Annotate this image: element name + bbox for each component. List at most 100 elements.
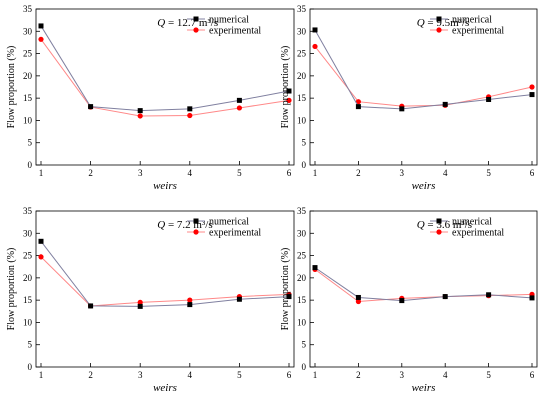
legend-marker-numerical [436, 16, 442, 22]
x-tick-label: 6 [287, 168, 292, 178]
data-point-experimental [355, 99, 361, 105]
y-tick-label: 35 [23, 4, 33, 14]
flow-rate-label: Q = 9.5m³/s [417, 17, 470, 29]
x-tick-label: 6 [530, 370, 535, 380]
x-tick-label: 2 [88, 168, 93, 178]
plot-frame [309, 210, 538, 368]
y-tick-label: 30 [297, 228, 307, 238]
y-tick-label: 30 [23, 26, 33, 36]
y-tick-label: 25 [23, 251, 33, 261]
y-tick-label: 35 [297, 4, 307, 14]
data-point-numerical [187, 302, 193, 308]
x-tick-label: 1 [39, 168, 44, 178]
x-tick-label: 4 [188, 168, 193, 178]
data-point-experimental [187, 297, 193, 303]
data-point-experimental [38, 36, 44, 42]
y-tick-label: 10 [297, 317, 307, 327]
plot-frame [309, 8, 538, 166]
y-tick-label: 0 [28, 362, 33, 372]
x-tick-label: 3 [138, 370, 143, 380]
y-axis-label: Flow proportion (%) [6, 46, 17, 129]
data-point-numerical [236, 296, 242, 302]
x-tick-label: 4 [443, 168, 448, 178]
y-tick-label: 25 [297, 251, 307, 261]
series-line-numerical [314, 267, 533, 302]
data-point-numerical [312, 27, 318, 33]
x-tick-label: 2 [356, 168, 361, 178]
plot-frame [35, 8, 295, 166]
x-axis-label: weirs [153, 180, 177, 192]
data-point-experimental [312, 43, 318, 50]
data-point-numerical [312, 265, 318, 271]
y-tick-label: 20 [297, 273, 307, 283]
data-point-experimental [286, 97, 292, 103]
y-tick-label: 5 [28, 340, 33, 350]
x-tick-label: 1 [39, 370, 44, 380]
x-tick-label: 3 [138, 168, 143, 178]
data-point-experimental [38, 254, 44, 260]
y-tick-label: 15 [297, 295, 307, 305]
series-line-numerical [40, 241, 290, 307]
x-axis-label: weirs [412, 382, 436, 394]
y-tick-label: 15 [297, 93, 307, 103]
legend-label-numerical: numerical [209, 15, 249, 26]
y-tick-label: 25 [297, 49, 307, 59]
series-line-numerical [314, 29, 533, 110]
data-point-numerical [442, 101, 448, 107]
data-point-numerical [399, 298, 405, 304]
y-tick-label: 25 [23, 49, 33, 59]
y-tick-label: 30 [297, 26, 307, 36]
data-point-numerical [486, 292, 492, 298]
y-axis-label: Flow proportion (%) [6, 248, 17, 331]
data-point-numerical [399, 106, 405, 112]
series-line-numerical [40, 25, 290, 112]
x-tick-label: 4 [443, 370, 448, 380]
data-point-experimental [137, 299, 143, 305]
legend-marker-numerical [193, 218, 199, 224]
y-tick-label: 5 [28, 138, 33, 148]
data-point-numerical [236, 97, 242, 103]
legend-label-numerical: numerical [452, 15, 492, 26]
x-tick-label: 2 [88, 370, 93, 380]
y-tick-label: 35 [297, 206, 307, 216]
data-point-numerical [137, 303, 143, 309]
y-tick-label: 20 [297, 71, 307, 81]
x-tick-label: 5 [486, 370, 491, 380]
x-tick-label: 3 [400, 168, 405, 178]
data-point-numerical [88, 303, 94, 309]
x-tick-label: 2 [356, 370, 361, 380]
y-tick-label: 0 [302, 160, 307, 170]
data-point-experimental [137, 113, 143, 119]
data-point-numerical [355, 294, 361, 300]
legend-marker-numerical [436, 218, 442, 224]
legend-label-numerical: numerical [209, 217, 249, 228]
series-line-experimental [314, 268, 533, 302]
legend-label-experimental: experimental [452, 228, 504, 239]
chart-panel-3: 0 5 10 15 20 25 30 35 1 2 3 4 5 6 weirs Flow proportion… [6, 206, 295, 394]
y-tick-label: 0 [28, 160, 33, 170]
y-axis-label: Flow proportion (%) [280, 248, 291, 331]
y-tick-label: 0 [302, 362, 307, 372]
data-point-experimental [355, 298, 361, 305]
data-point-numerical [529, 92, 535, 98]
x-tick-label: 1 [313, 370, 318, 380]
data-point-numerical [286, 294, 292, 300]
data-point-numerical [38, 238, 44, 244]
x-tick-label: 3 [400, 370, 405, 380]
flow-rate-label: Q = 3.6 m³/s [417, 219, 472, 231]
y-tick-label: 15 [23, 295, 33, 305]
legend-marker-experimental [436, 229, 442, 235]
y-tick-label: 35 [23, 206, 33, 216]
data-point-numerical [355, 104, 361, 110]
legend-marker-numerical [193, 16, 199, 22]
y-axis-label: Flow proportion (%) [280, 46, 291, 129]
data-point-numerical [88, 104, 94, 110]
y-tick-label: 20 [23, 273, 33, 283]
y-tick-label: 10 [23, 115, 33, 125]
x-tick-label: 6 [287, 370, 292, 380]
data-point-numerical [38, 23, 44, 29]
y-tick-label: 10 [297, 115, 307, 125]
flow-rate-label: Q = 12.7 m³/s [157, 17, 218, 29]
y-tick-label: 20 [23, 71, 33, 81]
